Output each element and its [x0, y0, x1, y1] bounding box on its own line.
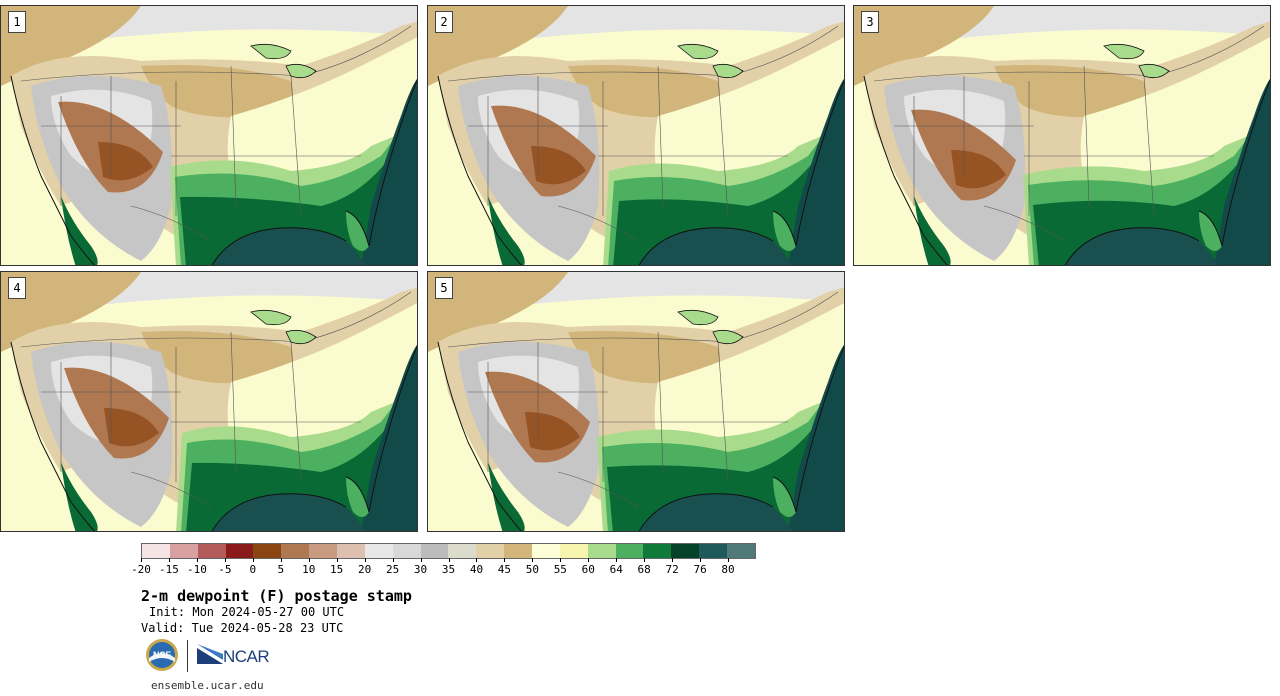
colorbar-tick-label: 50	[525, 563, 539, 576]
colorbar-swatch	[448, 544, 477, 558]
colorbar-tick-label: 5	[277, 563, 285, 576]
colorbar-tick-label: 80	[721, 563, 735, 576]
colorbar-tick-label: 55	[553, 563, 567, 576]
colorbar-tick-mark	[141, 558, 142, 562]
dewpoint-map	[428, 272, 844, 531]
panel-number-label: 3	[861, 11, 879, 33]
sponsor-logos: NSF NCAR	[143, 638, 283, 674]
colorbar-tick-label: 60	[581, 563, 595, 576]
map-panel-4: 4	[0, 271, 418, 532]
colorbar-tick-label: 25	[385, 563, 400, 576]
colorbar-swatch	[281, 544, 310, 558]
colorbar-swatch	[727, 544, 755, 558]
chart-title: 2-m dewpoint (F) postage stamp	[141, 587, 412, 605]
colorbar-tick-mark	[280, 558, 282, 562]
colorbar-tick-mark	[168, 558, 170, 562]
map-panel-1: 1	[0, 5, 418, 266]
colorbar-tick-mark	[196, 558, 198, 562]
colorbar-tick-label: 68	[637, 563, 651, 576]
colorbar-swatch	[671, 544, 700, 558]
colorbar-tick-label: 45	[497, 563, 512, 576]
colorbar-swatch	[615, 544, 644, 558]
colorbar-tick-mark	[308, 558, 310, 562]
dewpoint-map	[1, 272, 417, 531]
colorbar-swatch	[225, 544, 254, 558]
dewpoint-map	[854, 6, 1270, 265]
valid-time: Valid: Tue 2024-05-28 23 UTC	[141, 621, 344, 635]
ncar-mark-icon	[197, 644, 223, 664]
colorbar-swatch	[337, 544, 365, 558]
colorbar-tick-mark	[644, 558, 646, 562]
colorbar-swatch	[643, 544, 672, 558]
colorbar-swatch	[504, 544, 533, 558]
colorbar-tick-label: -20	[131, 563, 151, 576]
site-url: ensemble.ucar.edu	[151, 679, 264, 692]
colorbar-tick-mark	[700, 558, 702, 562]
init-time: Init: Mon 2024-05-27 00 UTC	[149, 605, 345, 619]
colorbar-tick-label: 64	[609, 563, 623, 576]
colorbar-tick-mark	[560, 558, 562, 562]
colorbar-swatch	[476, 544, 505, 558]
colorbar-swatch	[587, 544, 616, 558]
colorbar-tick-mark	[728, 558, 730, 562]
colorbar-swatch	[197, 544, 226, 558]
colorbar-tick-mark	[392, 558, 394, 562]
panel-number-label: 1	[8, 11, 26, 33]
colorbar-tick-label: 15	[330, 563, 344, 576]
svg-text:NSF: NSF	[153, 650, 172, 660]
panel-number-label: 5	[435, 277, 453, 299]
map-panel-3: 3	[853, 5, 1271, 266]
colorbar-tick-mark	[252, 558, 254, 562]
colorbar-swatch	[532, 544, 560, 558]
ncar-logo: NCAR	[197, 644, 277, 668]
colorbar-tick-mark	[588, 558, 590, 562]
colorbar-tick-label: -10	[186, 563, 207, 576]
colorbar-swatch	[420, 544, 449, 558]
colorbar-tick-label: -15	[159, 563, 179, 576]
colorbar-tick-label: 20	[358, 563, 372, 576]
colorbar-tick-label: 30	[413, 563, 428, 576]
colorbar-tick-mark	[476, 558, 478, 562]
map-panel-2: 2	[427, 5, 845, 266]
nsf-logo-icon: NSF	[146, 639, 178, 671]
colorbar-tick-mark	[504, 558, 506, 562]
colorbar-swatch	[253, 544, 282, 558]
colorbar-tick-label: 76	[693, 563, 707, 576]
dewpoint-map	[1, 6, 417, 265]
colorbar-swatch	[142, 544, 170, 558]
colorbar-tick-label: -5	[218, 563, 232, 576]
colorbar-tick-label: 72	[665, 563, 679, 576]
panel-number-label: 2	[435, 11, 453, 33]
colorbar-tick-mark	[364, 558, 366, 562]
colorbar-tick-mark	[532, 558, 534, 562]
colorbar-swatch	[392, 544, 421, 558]
dewpoint-map	[428, 6, 844, 265]
dewpoint-colorbar	[141, 543, 756, 559]
colorbar-swatch	[559, 544, 588, 558]
colorbar-tick-mark	[616, 558, 618, 562]
colorbar-tick-label: 40	[469, 563, 484, 576]
colorbar-tick-mark	[336, 558, 338, 562]
logo-divider	[187, 640, 188, 672]
colorbar-swatch	[309, 544, 338, 558]
colorbar-tick-mark	[224, 558, 226, 562]
colorbar-tick-label: 35	[441, 563, 456, 576]
ncar-wordmark: NCAR	[223, 647, 270, 666]
panel-number-label: 4	[8, 277, 26, 299]
colorbar-tick-mark	[672, 558, 674, 562]
colorbar-swatch	[364, 544, 393, 558]
colorbar-tick-mark	[448, 558, 450, 562]
colorbar-tick-label: 0	[249, 563, 257, 576]
colorbar-tick-mark	[420, 558, 422, 562]
map-panel-5: 5	[427, 271, 845, 532]
colorbar-swatch	[699, 544, 728, 558]
colorbar-tick-label: 10	[302, 563, 316, 576]
colorbar-tick-labels: -20 -15 -10 -5 0 5 10 15 20 25 30 35 40 45 50 55 60 64 68 7…	[131, 558, 756, 577]
colorbar-swatch	[169, 544, 198, 558]
